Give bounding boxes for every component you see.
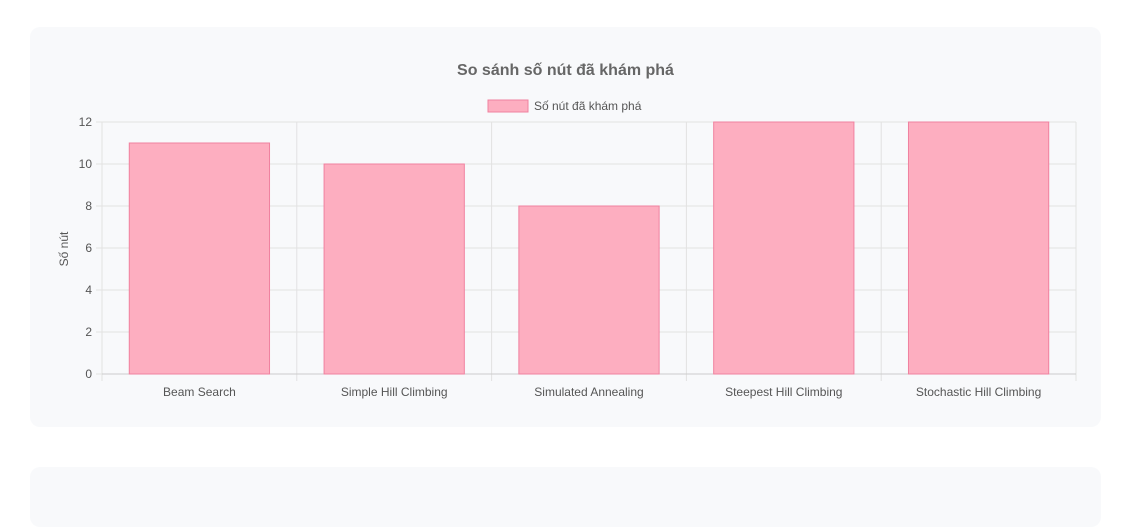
legend-swatch	[487, 99, 529, 113]
legend[interactable]: Số nút đã khám phá	[487, 99, 642, 113]
y-tick-label: 10	[79, 157, 93, 171]
y-tick-label: 8	[85, 199, 92, 213]
bars	[128, 121, 1050, 375]
y-axis-label: Số nút	[57, 231, 71, 266]
bar	[713, 121, 855, 375]
bar	[907, 121, 1050, 375]
chart-card: So sánh số nút đã khám phá Số nút đã khá…	[30, 27, 1101, 427]
legend-label: Số nút đã khám phá	[534, 99, 642, 113]
bar	[518, 205, 660, 375]
x-ticks: Beam Search Simple Hill Climbing Simulated…	[163, 385, 1041, 399]
y-tick-label: 0	[85, 367, 92, 381]
y-tick-label: 2	[85, 325, 92, 339]
x-tick-label: Steepest Hill Climbing	[725, 385, 842, 399]
y-tick-label: 4	[85, 283, 92, 297]
y-tick-label: 6	[85, 241, 92, 255]
chart-title: So sánh số nút đã khám phá	[457, 62, 674, 79]
bar	[128, 142, 271, 375]
x-tick-label: Simple Hill Climbing	[341, 385, 448, 399]
x-tick-label: Beam Search	[163, 385, 236, 399]
bar-chart: So sánh số nút đã khám phá Số nút đã khá…	[57, 62, 1077, 399]
x-tick-label: Stochastic Hill Climbing	[916, 385, 1041, 399]
y-tick-label: 12	[79, 115, 93, 129]
bar	[323, 163, 465, 375]
y-ticks: 0 2 4 6 8 10 12	[79, 115, 93, 381]
second-card	[30, 467, 1101, 527]
x-tick-label: Simulated Annealing	[534, 385, 643, 399]
